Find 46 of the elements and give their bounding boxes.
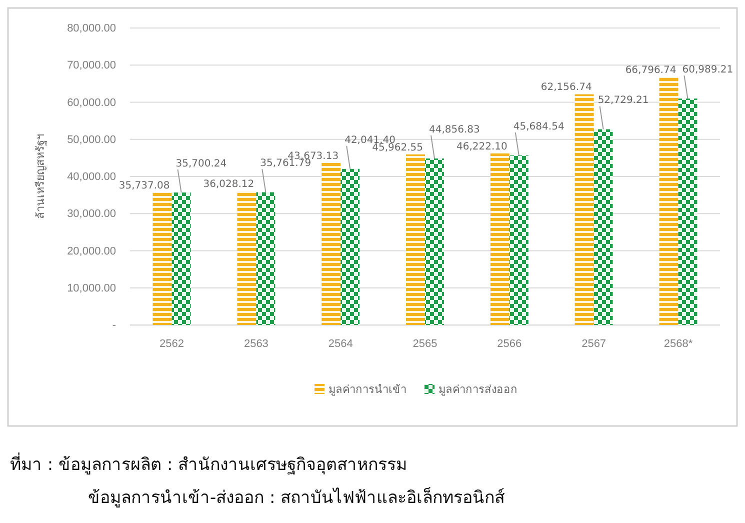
x-tick-label: 2566 bbox=[497, 338, 522, 350]
y-tick-label: 50,000.00 bbox=[67, 134, 116, 146]
x-tick-label: 2562 bbox=[160, 338, 184, 350]
bar bbox=[659, 77, 678, 325]
text: ที่มา : ข้อมูลการผลิต : สำนักงานเศรษฐกิจอุตสาหกรรม bbox=[10, 452, 408, 475]
bar bbox=[490, 153, 510, 325]
bar bbox=[574, 94, 594, 325]
bar bbox=[322, 162, 341, 325]
x-tick-label: 2565 bbox=[412, 338, 438, 350]
data-label: 45,684.54 bbox=[513, 121, 564, 132]
bar bbox=[340, 168, 360, 325]
data-label: 62,156.74 bbox=[540, 82, 592, 94]
data-label: 60,989.21 bbox=[682, 64, 734, 76]
y-tick-label: - bbox=[112, 320, 116, 332]
y-tick-label: 80,000.00 bbox=[67, 22, 116, 35]
x-tick-label: 2563 bbox=[244, 338, 268, 350]
legend-label: มูลค่าการนำเข้า bbox=[328, 383, 406, 396]
y-tick-label: 10,000.00 bbox=[67, 282, 116, 294]
bar bbox=[594, 129, 613, 325]
data-label: 46,222.10 bbox=[456, 141, 508, 152]
x-tick-label: 2568* bbox=[664, 338, 694, 350]
data-label: 36,028.12 bbox=[203, 179, 254, 190]
data-label: 35,700.24 bbox=[176, 158, 227, 170]
y-axis-title: ล้านเหรียญสหรัฐฯ bbox=[34, 134, 47, 219]
bar bbox=[425, 158, 444, 325]
legend-label: มูลค่าการส่งออก bbox=[438, 383, 518, 396]
data-label: 35,737.08 bbox=[118, 180, 170, 192]
bar bbox=[406, 154, 425, 325]
y-tick-label: 60,000.00 bbox=[67, 96, 116, 109]
bar bbox=[678, 98, 698, 325]
data-label: 66,796.74 bbox=[625, 65, 676, 76]
bar bbox=[509, 155, 528, 325]
bar bbox=[237, 191, 256, 325]
bar bbox=[172, 192, 191, 325]
bar bbox=[256, 192, 276, 325]
data-label: 35,761.79 bbox=[260, 158, 312, 170]
x-tick-label: 2567 bbox=[582, 338, 606, 350]
data-label: 52,729.21 bbox=[598, 95, 649, 106]
data-label: 44,856.83 bbox=[429, 124, 480, 136]
y-tick-label: 40,000.00 bbox=[67, 171, 116, 184]
y-tick-label: 30,000.00 bbox=[67, 208, 116, 220]
y-tick-label: 70,000.00 bbox=[67, 60, 116, 72]
text: ข้อมูลการนำเข้า-ส่งออก : สถาบันไฟฟ้าและอิเล็กทรอนิกส์ bbox=[88, 486, 506, 508]
x-tick-label: 2564 bbox=[328, 338, 353, 350]
bar bbox=[152, 192, 172, 325]
y-tick-label: 20,000.00 bbox=[67, 245, 116, 258]
